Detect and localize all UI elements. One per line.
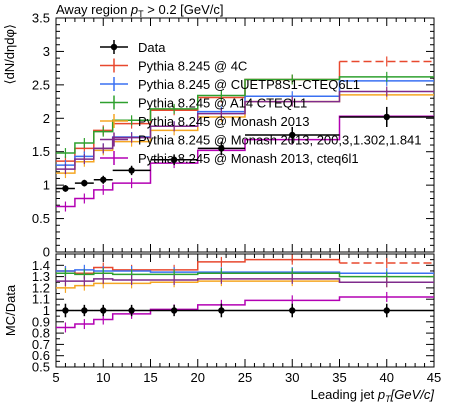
y-tick-label-ratio: 0.5 [32,360,50,375]
legend-label: Pythia 8.245 @ 4C [138,59,247,74]
y-tick-label-top: 2 [43,111,50,126]
data-point-top [383,113,390,121]
data-point-top [128,167,135,174]
y-tick-label-ratio: 1.4 [32,258,50,273]
y-tick-label-ratio: 0.8 [32,326,50,341]
y-tick-label-ratio: 0.9 [32,314,50,329]
x-tick-label: 5 [52,370,59,385]
y-tick-label-top: 1 [43,178,50,193]
legend-label: Pythia 8.245 @ Monash 2013, 200,3,1.302,… [138,133,422,148]
legend-data-marker [110,43,118,51]
y-tick-label-top: 2.5 [32,77,50,92]
y-tick-label-top: 3.5 [32,11,50,26]
data-point-top [100,176,107,183]
x-tick-label: 20 [191,370,205,385]
x-tick-label: 10 [96,370,110,385]
y-tick-label-ratio: 1.1 [32,292,50,307]
data-point-ratio [170,307,178,314]
y-tick-label-ratio: 1.2 [32,280,50,295]
chart-title: Away region pT > 0.2 [GeV/c] [56,2,224,19]
x-axis-label: Leading jet pT[GeV/c] [311,387,435,404]
series-line-ratio [56,278,434,283]
data-point-top [218,145,225,152]
y-tick-label-top: 0.5 [32,211,50,226]
data-point-top [170,156,178,163]
series-line-ratio [56,280,434,289]
y-tick-label-top: 0 [43,245,50,260]
y-tick-label-ratio: 0.6 [32,348,50,363]
legend-label: Pythia 8.245 @ Monash 2013 [138,114,309,129]
x-tick-label: 25 [238,370,252,385]
x-tick-label: 30 [285,370,299,385]
y-tick-label-ratio: 1.3 [32,269,50,284]
y-tick-label-ratio: 1 [43,303,50,318]
legend-label: Pythia 8.245 @ A14 CTEQL1 [138,96,307,111]
data-point-ratio [62,307,69,314]
y-tick-label-top: 1.5 [32,144,50,159]
y-axis-label-ratio: MC/Data [3,284,18,336]
y-tick-label-ratio: 0.7 [32,337,50,352]
data-point-ratio [218,307,225,314]
y-axis-label-top: ⟨dN/dηdφ⟩ [2,24,17,85]
y-tick-label-top: 3 [43,44,50,59]
legend-label: Pythia 8.245 @ CUETP8S1-CTEQ6L1 [138,77,360,92]
x-tick-label: 15 [143,370,157,385]
series-line-ratio [56,296,434,329]
x-tick-label: 35 [332,370,346,385]
data-point-top [289,131,296,139]
x-tick-label: 40 [380,370,394,385]
data-point-ratio [81,307,88,314]
data-point-top [81,179,88,187]
data-point-ratio [128,307,135,314]
data-point-top [62,185,69,192]
series-line-ratio [56,269,434,274]
legend-label: Pythia 8.245 @ Monash 2013, cteq6l1 [138,151,359,166]
data-point-ratio [100,307,107,314]
data-point-ratio [383,307,390,314]
legend-label-data: Data [138,40,166,55]
x-tick-label: 45 [427,370,441,385]
data-point-ratio [289,307,296,314]
